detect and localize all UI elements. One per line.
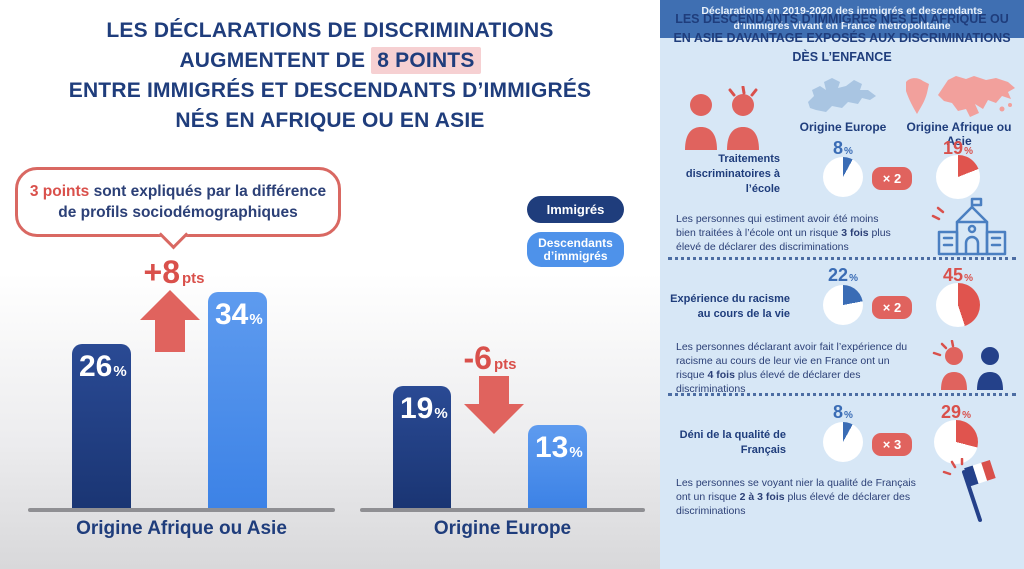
dotted-divider (668, 257, 1016, 260)
title-highlight: 8 POINTS (371, 47, 481, 74)
bar-immigres-europe: 19% (393, 386, 451, 508)
delta-plus8: +8 pts (143, 254, 205, 290)
legend-descendants: Descendants d’immigrés (527, 232, 624, 267)
row3-afrique-pie (934, 420, 978, 464)
up-arrow-icon (140, 290, 200, 320)
row2-multiplier-badge: × 2 (872, 296, 912, 319)
row1-label: Traitements discriminatoires à l’école (685, 153, 780, 195)
row2-note: Les personnes déclarant avoir fait l’exp… (676, 341, 908, 395)
right-panel-title: LES DESCENDANTS D’IMMIGRÉS NÉS EN AFRIQU… (673, 12, 1011, 64)
column-header-europe: Origine Europe (799, 120, 887, 134)
row3-multiplier-badge: × 3 (872, 433, 912, 456)
title-line-3: ENTRE IMMIGRÉS ET DESCENDANTS D’IMMIGRÉS (68, 79, 592, 102)
legend-immigres: Immigrés (527, 196, 624, 223)
row1-note: Les personnes qui estiment avoir été moi… (676, 213, 891, 253)
row2-afrique-value: 45% (943, 265, 973, 285)
legend-immigres-label: Immigrés (546, 202, 605, 217)
page-title: LES DÉCLARATIONS DE DISCRIMINATIONS AUGM… (20, 16, 640, 136)
bar-descendants-europe: 13% (528, 424, 587, 508)
bar-descendants-afrique: 34% (208, 292, 267, 510)
europe-map-icon (808, 78, 876, 112)
callout-text: sont expliqués par la différence de prof… (58, 183, 327, 221)
row3-europe-value: 8% (833, 402, 853, 422)
down-arrow-icon (464, 404, 524, 434)
bar-immigres-afrique: 26% (72, 343, 131, 510)
category-label-europe: Origine Europe (433, 518, 572, 539)
row1-afrique-pie (936, 155, 980, 199)
row3-afrique-value: 29% (941, 402, 971, 422)
bar-value-label: 19% (400, 392, 448, 426)
row2-europe-value: 22% (828, 265, 858, 285)
category-label-afrique: Origine Afrique ou Asie (76, 518, 287, 539)
callout-tail (158, 219, 189, 250)
source-footer: Déclarations en 2019-2020 des immigrés e… (660, 0, 1024, 38)
bar-chart-panel: LES DÉCLARATIONS DE DISCRIMINATIONS AUGM… (0, 0, 660, 569)
down-arrow-icon (479, 376, 509, 404)
row1-europe-pie (823, 157, 863, 197)
row2-afrique-pie (936, 283, 980, 327)
pie-panel: LES DESCENDANTS D’IMMIGRÉS NÉS EN AFRIQU… (660, 0, 1024, 569)
delta-minus6: -6 pts (463, 340, 517, 376)
title-line-1: LES DÉCLARATIONS DE DISCRIMINATIONS (106, 19, 554, 42)
row3-europe-pie (823, 422, 863, 462)
column-header-afrique: Origine Afrique ou Asie (906, 120, 1012, 148)
legend-descendants-label: Descendants d’immigrés (538, 235, 613, 263)
school-icon (931, 197, 1007, 256)
two-people-alert-icon (685, 86, 759, 150)
bar-value-label: 34% (215, 298, 263, 332)
row3-note: Les personnes se voyant nier la qualité … (676, 477, 916, 517)
dotted-divider (668, 393, 1016, 396)
title-line-4: NÉS EN AFRIQUE OU EN ASIE (175, 109, 485, 132)
row2-europe-pie (823, 285, 863, 325)
title-line-2: AUGMENTENT DE 8 POINTS (20, 46, 640, 76)
row3-label: Déni de la qualité de Français (679, 429, 786, 456)
french-flag-icon (942, 458, 996, 522)
two-people-icon (932, 340, 1003, 390)
bar-value-label: 26% (79, 349, 127, 383)
axis-baseline (360, 508, 645, 512)
row1-afrique-value: 19% (943, 138, 973, 158)
africa-asia-map-icon (906, 76, 1015, 117)
row1-multiplier-badge: × 2 (872, 167, 912, 190)
bar-value-label: 13% (535, 430, 583, 464)
up-arrow-icon (155, 318, 185, 352)
row2-label: Expérience du racisme au cours de la vie (670, 293, 790, 320)
source-footer-text: Déclarations en 2019-2020 des immigrés e… (701, 5, 983, 32)
row1-europe-value: 8% (833, 138, 853, 158)
callout-highlight: 3 points (29, 183, 90, 200)
callout-bubble: 3 points sont expliqués par la différenc… (15, 167, 341, 250)
axis-baseline (28, 508, 335, 512)
